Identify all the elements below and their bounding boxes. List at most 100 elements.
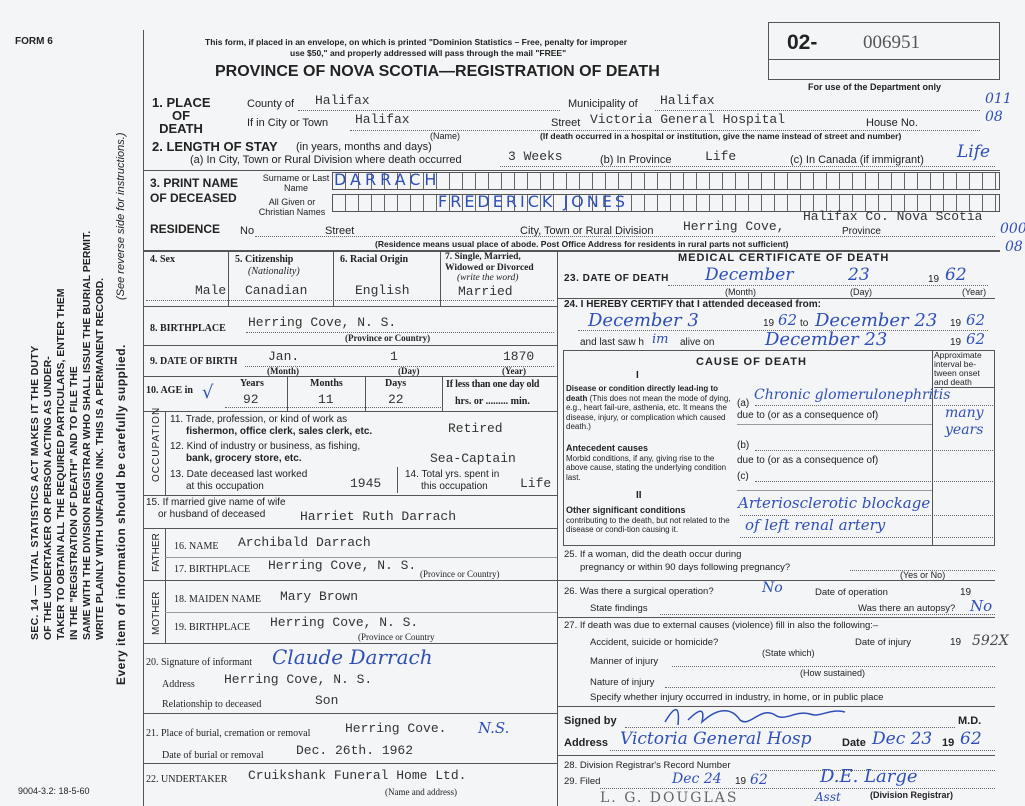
- nineteen: 19: [763, 318, 775, 329]
- state-which-hint: (State which): [762, 648, 815, 658]
- antecedent-label: Antecedent causes: [566, 443, 649, 453]
- part-two-label: II: [636, 490, 642, 501]
- manner-label: Manner of injury: [590, 656, 659, 667]
- residence-province-label: Province: [842, 226, 881, 237]
- birthplace-label: 8. BIRTHPLACE: [150, 323, 226, 334]
- duty-line: WRITE PLAINLY WITH UNFADING INK. THIS IS…: [94, 277, 106, 640]
- age-years-label: Years: [240, 378, 264, 389]
- burial-date-value: Dec. 26th. 1962: [296, 743, 414, 758]
- other-condition-line: Arteriosclerotic blockage: [738, 494, 931, 512]
- residence-province-value: Halifax Co. Nova Scotia: [803, 209, 983, 224]
- signed-date-value: Dec 23: [872, 729, 933, 749]
- father-side-label: FATHER: [151, 533, 162, 572]
- direct-cause-note: (This does not mean the mode of dying, e…: [566, 393, 731, 432]
- due-to-label: due to (or as a consequence of): [737, 455, 879, 466]
- father-birthplace-hint: (Province or Country): [420, 569, 500, 579]
- registrar-signature: D.E. Large: [820, 766, 918, 787]
- residence-city-label: City, Town or Rural Division: [520, 225, 654, 237]
- cause-title: CAUSE OF DEATH: [696, 356, 807, 368]
- dob-label: 9. DATE OF BIRTH: [150, 356, 238, 367]
- registrar-hint: (Division Registrar): [870, 790, 954, 800]
- asst-note: Asst: [815, 790, 841, 804]
- father-name-label: 16. NAME: [174, 541, 219, 552]
- duty-line: TAKER TO OBTAIN ALL THE REQUIRED PARTICU…: [55, 288, 67, 640]
- undertaker-hint: (Name and address): [385, 787, 457, 797]
- how-sustained-hint: (How sustained): [800, 668, 866, 678]
- duty-line: SEC. 14 — VITAL STATISTICS ACT MAKES IT …: [29, 345, 41, 640]
- md-label: M.D.: [958, 715, 982, 727]
- informant-signature: Claude Darrach: [272, 645, 433, 669]
- death-year: 62: [945, 265, 967, 285]
- undertaker-label: 22. UNDERTAKER: [146, 774, 228, 785]
- cause-b-label: (b): [737, 440, 750, 451]
- surname-boxes[interactable]: [332, 172, 1000, 190]
- certify-label: 24. I HEREBY CERTIFY that I attended dec…: [564, 299, 821, 310]
- county-value: Halifax: [315, 93, 370, 108]
- findings-label: State findings: [590, 603, 648, 614]
- dob-month: Jan.: [268, 349, 300, 364]
- given-name-value: FREDERICK JONES: [438, 192, 628, 211]
- surgery-label: 26. Was there a surgical operation?: [564, 586, 714, 597]
- signed-year: 62: [960, 729, 982, 749]
- to-label: to: [800, 318, 809, 329]
- racial-value: English: [355, 283, 410, 298]
- city-value: Halifax: [355, 112, 410, 127]
- municipality-label: Municipality of: [568, 98, 638, 110]
- death-month: December: [705, 265, 794, 285]
- record-number-label: 28. Division Registrar's Record Number: [564, 760, 731, 771]
- sex-value: Male: [195, 283, 227, 298]
- margin-rule: [143, 30, 144, 806]
- age-years: 92: [243, 392, 259, 407]
- nature-label: Nature of injury: [590, 677, 655, 688]
- date-of-death-label: 23. DATE OF DEATH: [564, 273, 669, 284]
- last-seen-year: 62: [966, 330, 986, 348]
- marital-value: Married: [458, 284, 513, 299]
- attended-to-year: 62: [966, 311, 986, 329]
- age-less-than-day-label: If less than one day old: [446, 379, 540, 390]
- mother-side-label: MOTHER: [151, 591, 162, 635]
- dob-day-hint: (Day): [398, 366, 420, 376]
- duty-line: OF THE UNDERTAKER OR PERSON ACTING AS UN…: [42, 356, 54, 640]
- given-name-boxes[interactable]: [332, 194, 1000, 212]
- day-hint: (Day): [850, 287, 872, 297]
- accident-label: Accident, suicide or homicide?: [590, 637, 719, 648]
- residence-hint: (Residence means usual place of abode. P…: [375, 239, 789, 249]
- total-years-value: Life: [520, 476, 552, 491]
- month-hint: (Month): [725, 287, 757, 297]
- city-label: If in City or Town: [247, 117, 329, 129]
- other-conditions-label: Other significant conditions: [566, 505, 686, 515]
- residence-label: RESIDENCE: [150, 222, 221, 236]
- surname-label: Surname or Last Name: [262, 173, 330, 193]
- nineteen: 19: [950, 637, 962, 648]
- cause-of-death-box: [563, 350, 995, 546]
- citizenship-value: Canadian: [245, 283, 308, 298]
- dept-only-label: For use of the Department only: [808, 82, 942, 92]
- reg-prefix: 02-: [787, 31, 818, 54]
- informant-address-label: Address: [162, 679, 195, 690]
- father-name-value: Archibald Darrach: [238, 535, 371, 550]
- burial-date-label: Date of burial or removal: [162, 750, 264, 761]
- direct-cause-label: Disease or condition directly lead-ing t…: [566, 384, 719, 403]
- sex-label: 4. Sex: [150, 254, 175, 265]
- filed-label: 29. Filed: [564, 776, 601, 787]
- signed-date-label: Date: [842, 737, 866, 749]
- page-title: PROVINCE OF NOVA SCOTIA—REGISTRATION OF …: [215, 63, 660, 80]
- nineteen: 19: [960, 587, 972, 598]
- birthplace-hint: (Province or Country): [345, 333, 431, 343]
- burial-place-value: Herring Cove.: [345, 721, 447, 736]
- surname-value: DARRACH: [334, 170, 441, 189]
- attended-to: December 23: [815, 310, 938, 331]
- dept-code: 000: [1000, 221, 1025, 237]
- spouse-label: 15. If married give name of wife or husba…: [146, 497, 286, 520]
- racial-label: 6. Racial Origin: [340, 254, 409, 265]
- nineteen: 19: [942, 737, 955, 749]
- street-label: Street: [551, 117, 581, 129]
- residence-street-label: Street: [325, 225, 355, 237]
- yes-no-hint: (Yes or No): [900, 570, 946, 580]
- cause-a-label: (a): [737, 398, 750, 409]
- county-label: County of: [247, 98, 295, 110]
- autopsy-label: Was there an autopsy?: [858, 603, 956, 614]
- physician-address-label: Address: [564, 737, 609, 749]
- death-day: 23: [848, 265, 870, 285]
- q11-label: 11. Trade, profession, or kind of work a…: [170, 414, 373, 437]
